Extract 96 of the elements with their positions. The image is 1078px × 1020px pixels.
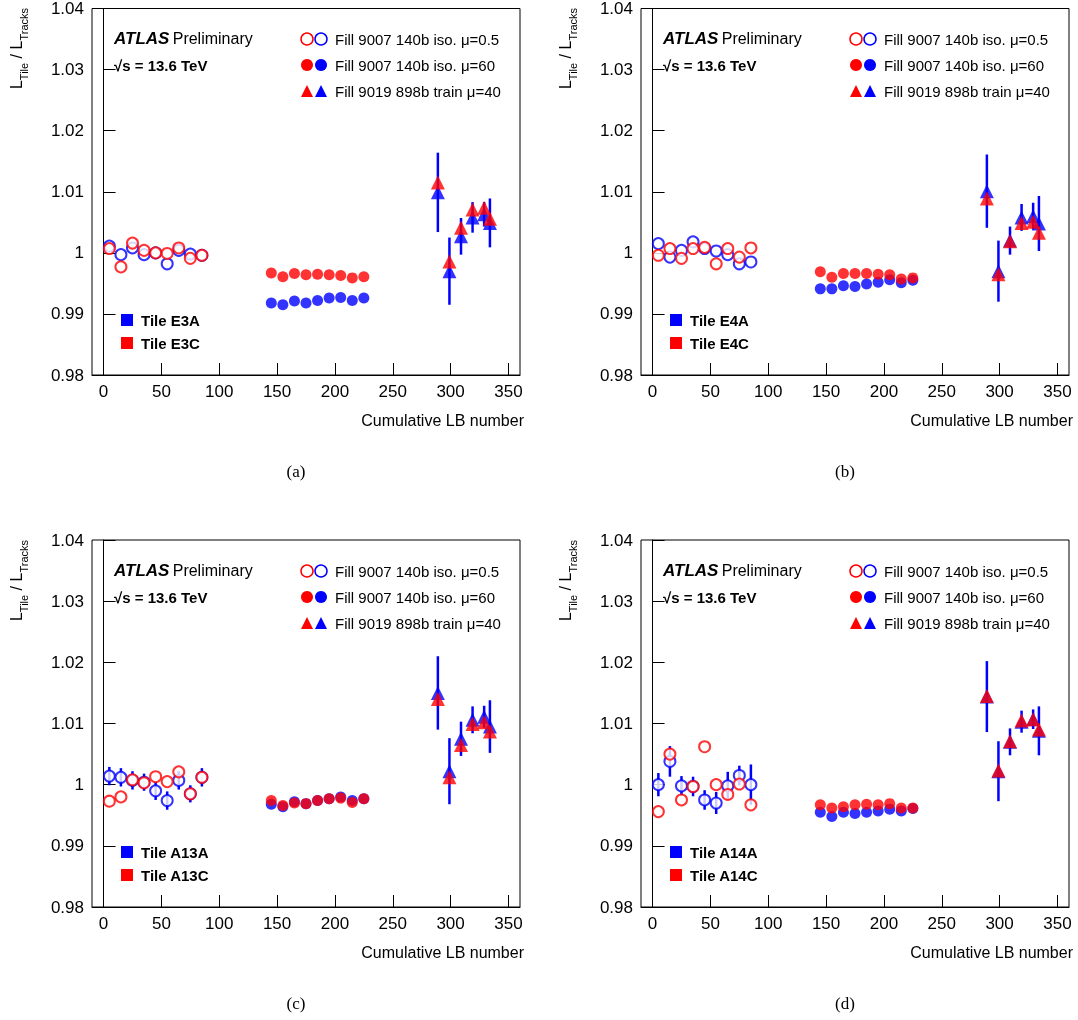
legend-label: Tile A13A: [141, 843, 209, 861]
y-tick-label: 0.98: [599, 365, 633, 385]
x-tick-label: 250: [378, 914, 407, 933]
text: (c): [286, 994, 306, 1013]
legend-label: Tile E4A: [690, 311, 750, 329]
x-tick-label: 350: [494, 914, 523, 933]
y-tick-label: 0.99: [50, 304, 84, 324]
x-tick-label: 150: [811, 914, 841, 933]
x-tick-label: 250: [378, 382, 407, 401]
y-tick-label: 0.98: [50, 897, 84, 917]
annotation: √s = 13.6 TeV: [114, 57, 208, 74]
x-axis-title: Cumulative LB number: [361, 411, 525, 429]
x-tick-label: 300: [436, 914, 465, 933]
y-tick-label: 1: [74, 243, 84, 263]
x-tick-label: 0: [647, 382, 658, 401]
legend-label: Fill 9007 140b iso. μ=60: [335, 56, 495, 74]
x-tick-label: 150: [811, 382, 841, 401]
y-tick-label: 1.02: [50, 121, 84, 141]
x-tick-label: 50: [700, 382, 720, 401]
y-tick-label: 1.04: [599, 530, 633, 550]
y-tick-label: 0.99: [599, 836, 633, 856]
legend-label: Fill 9007 140b iso. μ=0.5: [335, 562, 500, 580]
x-tick-label: 50: [151, 914, 171, 933]
y-tick-label: 1.02: [599, 121, 633, 141]
legend-label: Tile E3A: [141, 311, 201, 329]
annotation: ATLAS Preliminary: [662, 29, 802, 48]
x-tick-label: 300: [436, 382, 465, 401]
legend-label: Fill 9019 898b train μ=40: [335, 614, 501, 632]
legend-label: Fill 9007 140b iso. μ=0.5: [884, 562, 1049, 580]
annotation: √s = 13.6 TeV: [114, 589, 208, 606]
y-tick-label: 1.04: [599, 0, 633, 18]
legend-label: Tile A14C: [690, 866, 758, 884]
x-tick-label: 200: [320, 914, 350, 933]
legend-label: Fill 9007 140b iso. μ=0.5: [884, 30, 1049, 48]
y-tick-label: 1: [623, 243, 633, 263]
annotation: ATLAS Preliminary: [662, 561, 802, 580]
annotation: √s = 13.6 TeV: [663, 589, 757, 606]
y-tick-label: 0.99: [599, 304, 633, 324]
annotation: ATLAS Preliminary: [113, 29, 253, 48]
x-tick-label: 200: [869, 382, 899, 401]
y-tick-label: 1: [623, 775, 633, 795]
legend-label: Tile E3C: [141, 334, 201, 352]
x-tick-label: 200: [869, 914, 899, 933]
annotation: √s = 13.6 TeV: [663, 57, 757, 74]
legend-label: Fill 9019 898b train μ=40: [335, 82, 501, 100]
y-tick-label: 1.04: [50, 530, 84, 550]
x-tick-label: 300: [985, 382, 1014, 401]
x-tick-label: 100: [754, 382, 783, 401]
text: (d): [835, 994, 855, 1013]
legend-label: Fill 9019 898b train μ=40: [884, 614, 1050, 632]
text: (a): [286, 462, 306, 481]
legend-label: Fill 9007 140b iso. μ=60: [884, 56, 1044, 74]
y-tick-label: 1.01: [599, 714, 633, 733]
x-tick-label: 0: [647, 914, 658, 933]
x-tick-label: 50: [151, 382, 171, 401]
legend-label: Tile E4C: [690, 334, 750, 352]
x-tick-label: 150: [262, 914, 292, 933]
y-tick-label: 0.98: [599, 897, 633, 917]
y-tick-label: 1.02: [50, 652, 84, 672]
legend-label: Fill 9019 898b train μ=40: [884, 82, 1050, 100]
x-tick-label: 200: [320, 382, 350, 401]
x-axis-title: Cumulative LB number: [361, 943, 525, 961]
legend-label: Fill 9007 140b iso. μ=0.5: [335, 30, 500, 48]
x-tick-label: 100: [205, 914, 234, 933]
legend-label: Tile A14A: [690, 843, 758, 861]
y-tick-label: 0.99: [50, 836, 84, 856]
annotation: ATLAS Preliminary: [113, 561, 253, 580]
y-tick-label: 1.04: [50, 0, 84, 18]
x-tick-label: 100: [754, 914, 783, 933]
x-tick-label: 350: [494, 382, 523, 401]
y-tick-label: 1.02: [599, 652, 633, 672]
legend-label: Fill 9007 140b iso. μ=60: [884, 588, 1044, 606]
y-tick-label: 1.01: [50, 182, 84, 202]
x-tick-label: 100: [205, 382, 234, 401]
x-tick-label: 50: [700, 914, 720, 933]
y-tick-label: 1.03: [50, 60, 84, 80]
text: (b): [835, 462, 855, 481]
x-axis-title: Cumulative LB number: [910, 411, 1074, 429]
y-tick-label: 1.01: [50, 714, 84, 733]
y-tick-label: 1: [74, 775, 84, 795]
x-tick-label: 350: [1043, 914, 1072, 933]
x-tick-label: 0: [98, 382, 109, 401]
y-tick-label: 1.03: [50, 591, 84, 611]
x-tick-label: 0: [98, 914, 109, 933]
legend-label: Fill 9007 140b iso. μ=60: [335, 588, 495, 606]
x-tick-label: 350: [1043, 382, 1072, 401]
y-tick-label: 1.03: [599, 591, 633, 611]
x-tick-label: 150: [262, 382, 292, 401]
x-tick-label: 300: [985, 914, 1014, 933]
x-tick-label: 250: [927, 914, 956, 933]
y-tick-label: 1.01: [599, 182, 633, 202]
y-tick-label: 1.03: [599, 60, 633, 80]
y-tick-label: 0.98: [50, 365, 84, 385]
legend-label: Tile A13C: [141, 866, 209, 884]
x-tick-label: 250: [927, 382, 956, 401]
x-axis-title: Cumulative LB number: [910, 943, 1074, 961]
